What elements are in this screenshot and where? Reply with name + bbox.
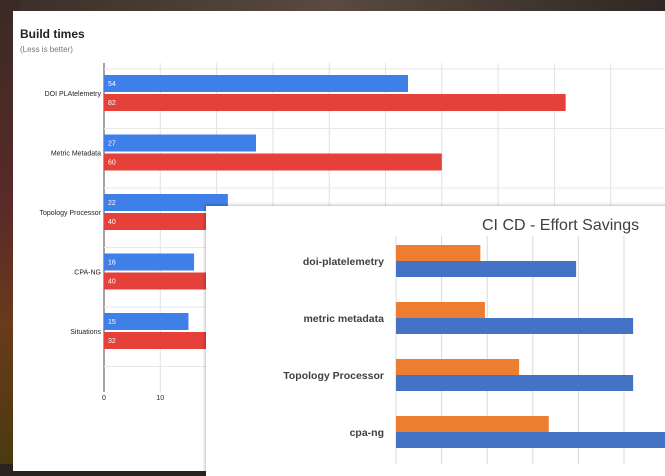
chart2-bar-orange [396,302,485,318]
chart1-data-label: 22 [108,200,116,207]
chart1-bar-blue [104,75,409,92]
chart1-bar-blue [104,194,228,211]
chart1-bar-blue [104,253,195,271]
chart2-bar-orange [396,416,549,432]
chart1-data-label: 15 [108,319,116,326]
chart2-title: CI CD - Effort Savings [482,217,640,234]
chart1-bar-blue [104,313,189,330]
chart1-category-label: CPA-NG [74,270,101,277]
chart1-category-label: Metric Metadata [51,151,101,158]
chart2-category-label: Topology Processor [283,370,384,382]
effort-savings-chart: doi-platelemetry metric metadata Topology … [283,236,665,464]
chart2-bar-orange [396,359,520,375]
chart1-subtitle: (Less is better) [20,45,73,54]
chart2-bar-orange [396,245,481,261]
chart2-category-label: cpa-ng [350,427,384,439]
chart1-bar-red [104,153,442,171]
chart2-category-label: metric metadata [303,313,384,325]
chart1-data-label: 54 [108,81,116,88]
chart2-bar-blue [396,432,665,448]
chart1-data-label: 16 [108,260,116,267]
chart1-x-tick: 0 [102,395,106,402]
chart1-category-label: Situations [70,329,101,336]
chart1-data-label: 32 [108,338,116,345]
chart1-category-label: Topology Processor [40,210,102,217]
chart1-data-label: 40 [108,279,116,286]
chart2-bar-blue [396,261,577,277]
chart2-bar-blue [396,375,634,391]
chart1-category-label: DOI PLAtelemetry [45,91,102,98]
chart1-data-label: 27 [108,141,116,148]
chart2-bar-blue [396,318,634,334]
chart1-data-label: 60 [108,160,116,167]
chart2-category-label: doi-platelemetry [303,256,384,268]
chart1-title: Build times [20,27,85,41]
chart1-data-label: 40 [108,219,116,226]
chart1-bar-red [104,94,566,111]
chart1-data-label: 82 [108,100,116,107]
chart1-bar-blue [104,134,257,152]
chart1-x-tick: 10 [156,395,164,402]
background-top [0,0,665,12]
